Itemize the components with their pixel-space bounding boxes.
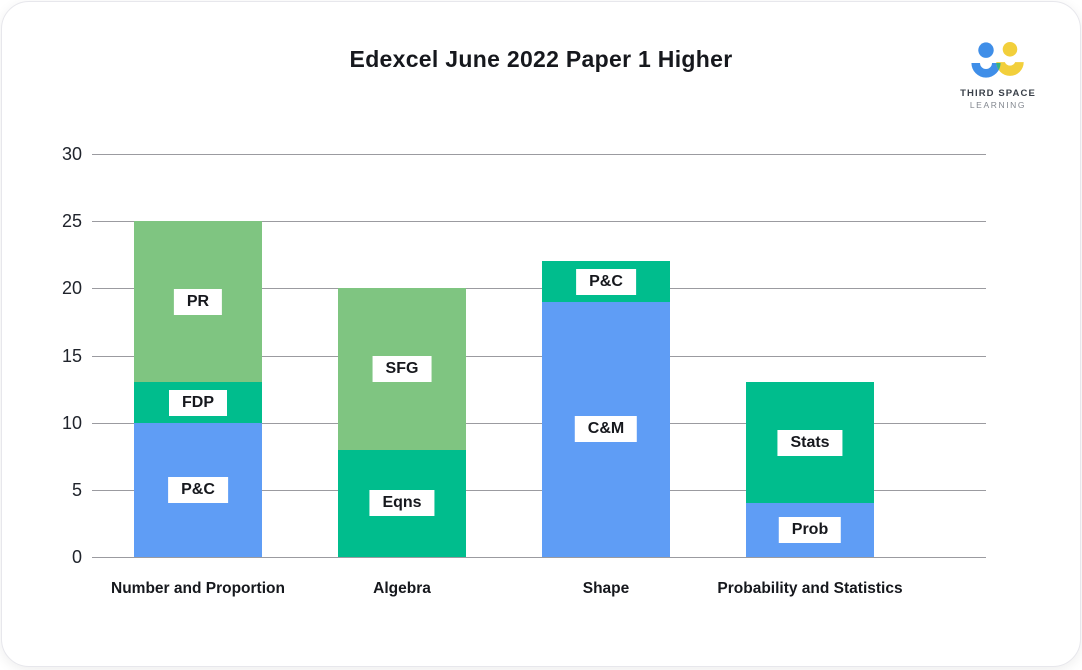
y-axis-tick-20: 20 [61, 278, 82, 299]
segment-label-sfg: SFG [372, 355, 432, 382]
y-axis-tick-25: 25 [61, 211, 82, 232]
category-label-2: Algebra [373, 580, 431, 597]
y-axis-tick-15: 15 [61, 345, 82, 366]
segment-label-pr: PR [173, 288, 223, 315]
gridline-25 [92, 221, 986, 223]
y-axis-tick-5: 5 [71, 479, 82, 500]
logo-brand-line1: THIRD SPACE [960, 88, 1036, 99]
segment-label-prob: Prob [778, 517, 842, 544]
y-axis-tick-30: 30 [61, 144, 82, 164]
gridline-0 [92, 557, 986, 558]
segment-label-cm: C&M [574, 416, 638, 443]
segment-label-pc: P&C [576, 268, 636, 295]
gridline-15 [92, 355, 986, 357]
gridline-5 [92, 489, 986, 491]
gridline-10 [92, 422, 986, 424]
segment-label-pc: P&C [168, 476, 228, 503]
segment-label-stats: Stats [777, 429, 843, 456]
third-space-learning-logo: THIRD SPACE LEARNING [956, 40, 1040, 110]
chart-title: Edexcel June 2022 Paper 1 Higher [349, 46, 733, 72]
logo-brand-line2: LEARNING [969, 100, 1027, 110]
y-axis-tick-0: 0 [71, 547, 82, 567]
third-space-learning-logo-icon [971, 42, 1024, 78]
gridline-30 [92, 154, 986, 155]
gridline-20 [92, 288, 986, 290]
y-axis-tick-10: 10 [61, 412, 82, 433]
segment-label-fdp: FDP [169, 389, 227, 416]
category-label-3: Shape [582, 580, 630, 597]
segment-label-eqns: Eqns [369, 490, 435, 517]
category-label-1: Number and Proportion [111, 580, 285, 597]
category-label-4: Probability and Statistics [717, 580, 903, 597]
